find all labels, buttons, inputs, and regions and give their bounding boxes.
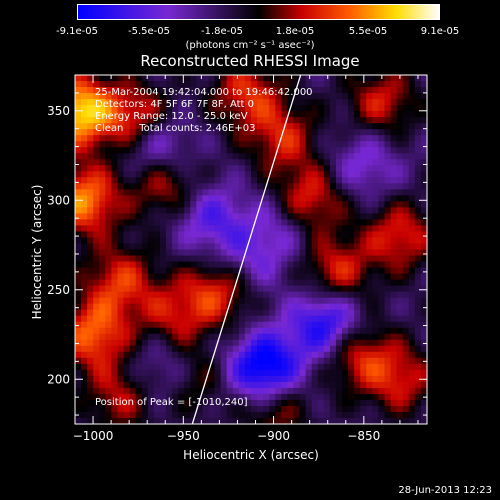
- colorbar: [77, 4, 440, 20]
- solar-limb-line: [191, 75, 302, 424]
- x-axis-label: Heliocentric X (arcsec): [183, 448, 319, 462]
- y-tick-label: 200: [47, 372, 70, 386]
- info-counts: Clean Total counts: 2.46E+03: [95, 123, 256, 134]
- info-energy: Energy Range: 12.0 - 25.0 keV: [95, 111, 248, 122]
- y-tick-label: 300: [47, 193, 70, 207]
- info-peak-position: Position of Peak = [-1010,240]: [95, 397, 248, 408]
- colorbar-unit: (photons cm⁻² s⁻¹ asec⁻²): [185, 40, 315, 51]
- plot-frame: [74, 74, 428, 425]
- info-time-range: 25-Mar-2004 19:42:04.000 to 19:46:42.000: [95, 87, 313, 98]
- timestamp: 28-Jun-2013 12:23: [398, 485, 492, 496]
- x-tick-label: −950: [167, 429, 200, 443]
- info-detectors: Detectors: 4F 5F 6F 7F 8F, Att 0: [95, 99, 255, 110]
- y-tick-label: 250: [47, 283, 70, 297]
- colorbar-tick: 1.8e-05: [275, 26, 315, 37]
- x-tick-label: −1000: [73, 429, 114, 443]
- y-tick-label: 350: [47, 104, 70, 118]
- chart-title: Reconstructed RHESSI Image: [140, 52, 360, 70]
- x-tick-label: −900: [257, 429, 290, 443]
- colorbar-tick: -9.1e-05: [56, 26, 98, 37]
- colorbar-tick: 5.5e-05: [348, 26, 388, 37]
- colorbar-tick: 9.1e-05: [420, 26, 460, 37]
- x-tick-label: −850: [347, 429, 380, 443]
- colorbar-tick: -1.8e-05: [201, 26, 243, 37]
- y-axis-label: Heliocentric Y (arcsec): [30, 184, 44, 320]
- colorbar-tick: -5.5e-05: [128, 26, 170, 37]
